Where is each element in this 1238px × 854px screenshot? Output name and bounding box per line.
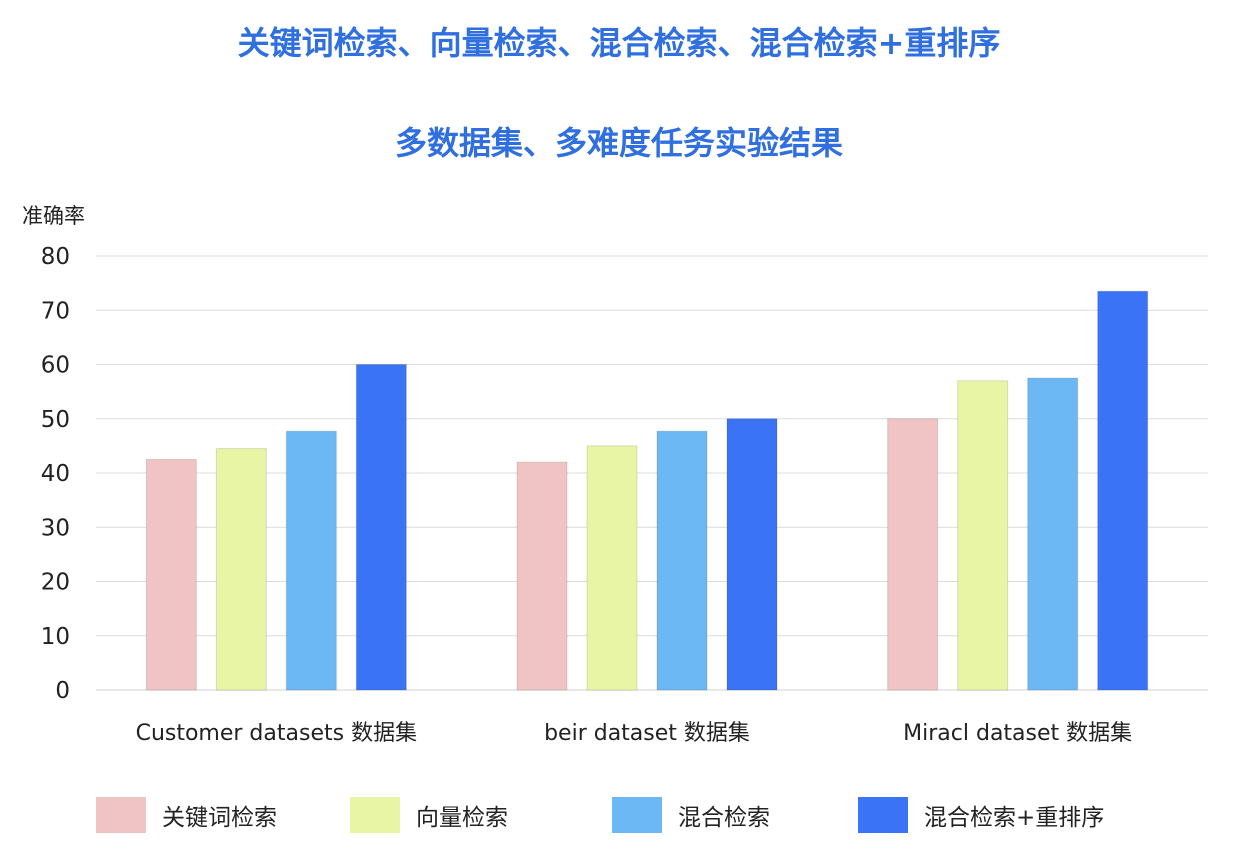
x-tick-label: Miracl dataset 数据集 <box>903 721 1132 746</box>
legend-swatch <box>96 797 146 833</box>
legend-item-hybrid: 混合检索 <box>612 796 770 834</box>
legend-label: 混合检索+重排序 <box>924 805 1105 831</box>
chart-title: 关键词检索、向量检索、混合检索、混合检索+重排序 <box>237 24 1001 62</box>
y-tick-label: 0 <box>55 678 70 704</box>
x-tick-label: Customer datasets 数据集 <box>136 721 418 746</box>
chart-subtitle: 多数据集、多难度任务实验结果 <box>394 124 843 162</box>
y-tick-label: 30 <box>41 515 70 541</box>
y-tick-label: 10 <box>41 624 70 650</box>
bar-chart: 0 10 20 30 40 50 60 70 80 Customer datasets 数据集 be… <box>41 244 1208 746</box>
legend-item-keyword: 关键词检索 <box>96 796 277 834</box>
bar <box>656 430 708 691</box>
bar <box>887 418 939 691</box>
bar <box>726 418 778 691</box>
legend-swatch <box>350 797 400 833</box>
bar <box>355 364 407 691</box>
legend-label: 混合检索 <box>678 805 770 831</box>
y-tick-label: 60 <box>41 353 70 379</box>
bar <box>1097 290 1149 691</box>
bar <box>516 461 568 691</box>
legend-item-hybrid-rerank: 混合检索+重排序 <box>858 796 1104 834</box>
y-tick-label: 70 <box>41 298 70 324</box>
bar <box>285 430 337 691</box>
legend-swatch <box>858 797 908 833</box>
bar <box>1027 377 1079 691</box>
legend-swatch <box>612 797 662 833</box>
y-tick-label: 20 <box>41 570 70 596</box>
y-tick-label: 80 <box>41 244 70 270</box>
y-tick-label: 40 <box>41 461 70 487</box>
bar <box>145 458 197 691</box>
x-tick-label: beir dataset 数据集 <box>544 721 750 746</box>
bar <box>586 445 638 691</box>
y-axis-label: 准确率 <box>22 204 85 228</box>
bar <box>957 380 1009 691</box>
legend-label: 向量检索 <box>416 805 508 831</box>
y-tick-label: 50 <box>41 407 70 433</box>
legend-label: 关键词检索 <box>162 805 277 831</box>
legend-item-vector: 向量检索 <box>350 796 508 834</box>
bar <box>215 448 267 691</box>
